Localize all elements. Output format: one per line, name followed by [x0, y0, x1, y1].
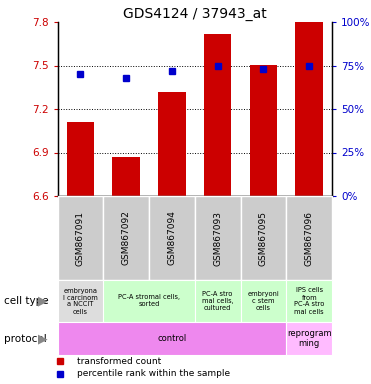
Bar	[240, 280, 286, 322]
Bar	[250, 66, 277, 196]
Bar	[58, 196, 103, 280]
Text: GSM867094: GSM867094	[167, 210, 176, 265]
Text: IPS cells
from
PC-A stro
mal cells: IPS cells from PC-A stro mal cells	[294, 288, 324, 314]
Text: embryoni
c stem
cells: embryoni c stem cells	[247, 291, 279, 311]
Text: embryona
l carcinom
a NCCIT
cells: embryona l carcinom a NCCIT cells	[63, 288, 98, 314]
Bar	[112, 157, 140, 196]
Text: percentile rank within the sample: percentile rank within the sample	[77, 369, 230, 378]
Bar	[195, 196, 240, 280]
Text: cell type: cell type	[4, 296, 48, 306]
Text: protocol: protocol	[4, 333, 46, 344]
Bar	[58, 322, 286, 355]
Text: transformed count: transformed count	[77, 357, 161, 366]
Text: GSM867093: GSM867093	[213, 210, 222, 265]
Bar	[103, 196, 149, 280]
Bar	[204, 33, 232, 196]
Bar	[295, 22, 323, 196]
Text: reprogram
ming: reprogram ming	[287, 329, 331, 348]
Text: GSM867091: GSM867091	[76, 210, 85, 265]
Text: GSM867096: GSM867096	[305, 210, 313, 265]
Bar	[286, 196, 332, 280]
Bar	[286, 322, 332, 355]
Bar	[158, 92, 186, 196]
Text: PC-A stro
mal cells,
cultured: PC-A stro mal cells, cultured	[202, 291, 233, 311]
Text: GSM867092: GSM867092	[122, 210, 131, 265]
Text: ▶: ▶	[38, 332, 47, 345]
Text: ▶: ▶	[38, 295, 47, 308]
Bar	[103, 280, 195, 322]
Text: GSM867095: GSM867095	[259, 210, 268, 265]
Bar	[149, 196, 195, 280]
Bar	[240, 196, 286, 280]
Bar	[286, 280, 332, 322]
Title: GDS4124 / 37943_at: GDS4124 / 37943_at	[123, 7, 267, 21]
Bar	[195, 280, 240, 322]
Text: control: control	[157, 334, 187, 343]
Bar	[67, 122, 94, 196]
Bar	[58, 280, 103, 322]
Text: PC-A stromal cells,
sorted: PC-A stromal cells, sorted	[118, 295, 180, 308]
